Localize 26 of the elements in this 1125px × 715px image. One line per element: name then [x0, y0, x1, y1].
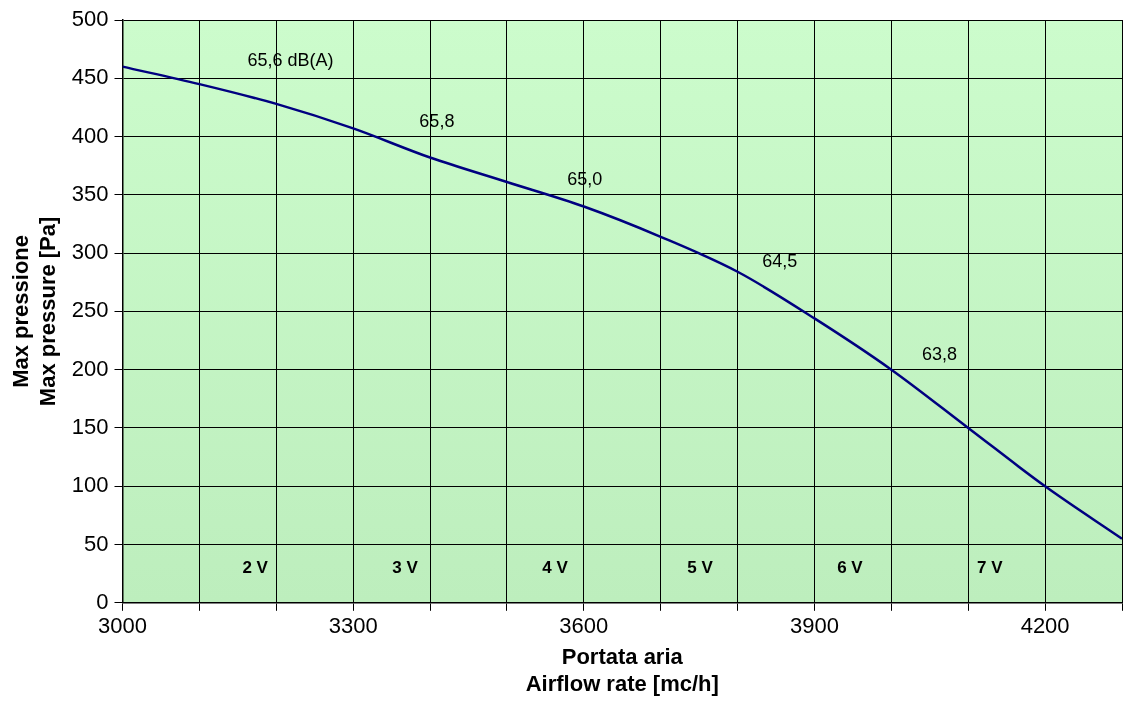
x-axis-title: Portata aria Airflow rate [mc/h] — [525, 644, 719, 696]
y-tick-label: 200 — [71, 355, 109, 381]
annotation: 4 V — [542, 557, 569, 577]
annotation: 3 V — [392, 557, 419, 577]
x-tick-label: 3600 — [559, 613, 609, 639]
x-tick-label: 3900 — [789, 613, 839, 639]
y-tick-label: 400 — [71, 122, 109, 148]
y-tick-label: 150 — [71, 414, 109, 440]
x-tick-label: 3000 — [98, 613, 147, 639]
annotation: 2 V — [242, 557, 269, 577]
y-tick-label: 450 — [71, 64, 109, 90]
y-tick-label: 350 — [71, 180, 109, 206]
x-tick-label: 4200 — [1020, 613, 1070, 639]
annotation: 6 V — [837, 557, 864, 577]
y-tick-label: 250 — [71, 297, 109, 323]
y-tick-label: 500 — [71, 6, 109, 32]
annotation: 5 V — [687, 557, 714, 577]
y-tick-label: 50 — [84, 530, 109, 556]
y-tick-label: 300 — [71, 239, 109, 265]
y-tick-label: 100 — [71, 472, 109, 498]
annotation: 63,8 — [922, 343, 958, 364]
y-tick-label: 0 — [96, 588, 109, 614]
y-axis-title: Max pressione Max pressure [Pa] — [8, 216, 60, 407]
x-tick-label: 3300 — [328, 613, 378, 639]
annotation: 7 V — [977, 557, 1004, 577]
annotation: 64,5 — [762, 250, 798, 271]
